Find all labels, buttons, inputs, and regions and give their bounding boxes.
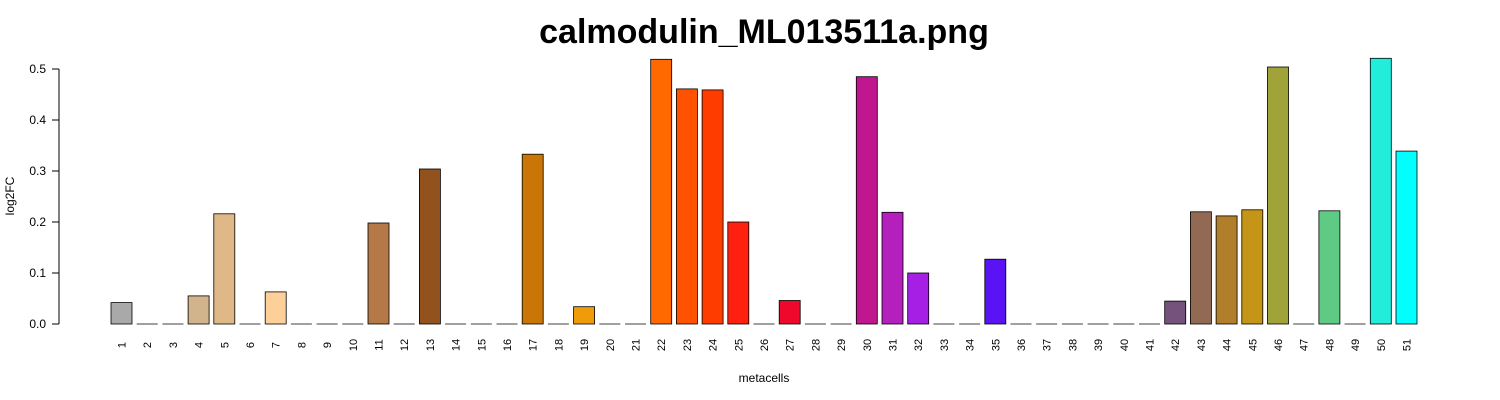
bar-7 [264,291,287,325]
x-tick-label: 48 [1324,339,1336,351]
x-tick-label: 32 [913,339,925,351]
x-tick-label: 16 [502,339,514,351]
x-tick-label: 28 [810,339,822,351]
x-tick-label: 15 [476,339,488,351]
x-tick-label: 26 [759,339,771,351]
x-tick-label: 47 [1299,339,1311,351]
x-tick-label: 19 [579,339,591,351]
x-tick-label: 10 [348,339,360,351]
x-tick-label: 6 [245,342,257,348]
bar-45 [1241,209,1264,325]
x-tick-label: 41 [1145,339,1157,351]
bar-11 [367,222,390,325]
y-tick-label: 0.5 [29,62,46,76]
x-tick-label: 50 [1376,339,1388,351]
x-tick-label: 49 [1350,339,1362,351]
x-tick-label: 40 [1119,339,1131,351]
x-tick-labels: 1 2 3 4 5 6 7 8 9 10 11 12 13 14 15 16 17 18 19 20 21 22 23 24 2… [117,339,1414,351]
x-tick-label: 14 [451,339,463,351]
x-tick-label: 46 [1273,339,1285,351]
bar-25 [727,221,750,325]
x-tick-label: 20 [605,339,617,351]
bar-19 [573,306,595,325]
x-tick-label: 2 [142,342,154,348]
bar-22 [650,58,673,325]
x-tick-label: 45 [1247,339,1259,351]
y-axis-label: log2FC [3,176,17,215]
bar-43 [1190,211,1212,325]
x-tick-label: 29 [836,339,848,351]
y-tick-label: 0.1 [29,266,46,280]
x-tick-label: 35 [990,339,1002,351]
y-axis: 0.0 0.1 0.2 0.3 0.4 0.5 [29,62,60,331]
x-tick-label: 30 [862,339,874,351]
bar-1 [110,302,133,325]
bars [110,57,1418,325]
x-tick-label: 33 [939,339,951,351]
bar-35 [984,258,1007,325]
bar-48 [1318,210,1341,325]
x-tick-label: 7 [271,342,283,348]
bar-30 [855,76,878,325]
bar-42 [1164,300,1187,325]
y-tick-label: 0.0 [29,317,46,331]
chart-title: calmodulin_ML013511a.png [539,13,989,51]
x-tick-label: 34 [965,339,977,351]
y-tick-label: 0.2 [29,215,46,229]
bar-44 [1215,215,1238,325]
bar-13 [418,168,441,325]
bar-24 [701,89,724,325]
x-tick-label: 43 [1196,339,1208,351]
x-tick-label: 21 [631,339,643,351]
bar-5 [213,213,236,325]
x-tick-label: 31 [888,339,900,351]
x-tick-label: 23 [682,339,694,351]
bar-46 [1267,66,1289,325]
x-tick-label: 9 [322,342,334,348]
x-tick-label: 12 [399,339,411,351]
x-tick-label: 17 [528,339,540,351]
x-tick-label: 8 [296,342,308,348]
bar-32 [907,272,930,325]
x-tick-label: 5 [219,342,231,348]
x-tick-label: 13 [425,339,437,351]
bar-50 [1369,57,1392,325]
y-tick-label: 0.3 [29,164,46,178]
bar-23 [676,88,698,325]
x-tick-label: 4 [194,342,206,348]
x-tick-label: 37 [1042,339,1054,351]
x-tick-label: 22 [656,339,668,351]
bar-31 [881,211,904,325]
x-tick-label: 39 [1093,339,1105,351]
x-tick-label: 24 [708,339,720,351]
x-tick-label: 11 [374,339,386,350]
bar-4 [187,295,210,325]
x-axis-label: metacells [739,371,790,385]
x-tick-label: 38 [1067,339,1079,351]
x-tick-label: 1 [117,342,129,348]
x-tick-label: 42 [1170,339,1182,351]
x-tick-label: 51 [1402,339,1414,351]
x-tick-label: 27 [785,339,797,351]
x-tick-label: 44 [1222,339,1234,351]
bar-51 [1395,150,1418,325]
x-tick-label: 36 [1016,339,1028,351]
x-tick-label: 18 [553,339,565,351]
x-tick-label: 25 [733,339,745,351]
x-tick-label: 3 [168,342,180,348]
bar-27 [778,300,801,325]
bar-17 [521,153,544,325]
y-tick-label: 0.4 [29,113,46,127]
